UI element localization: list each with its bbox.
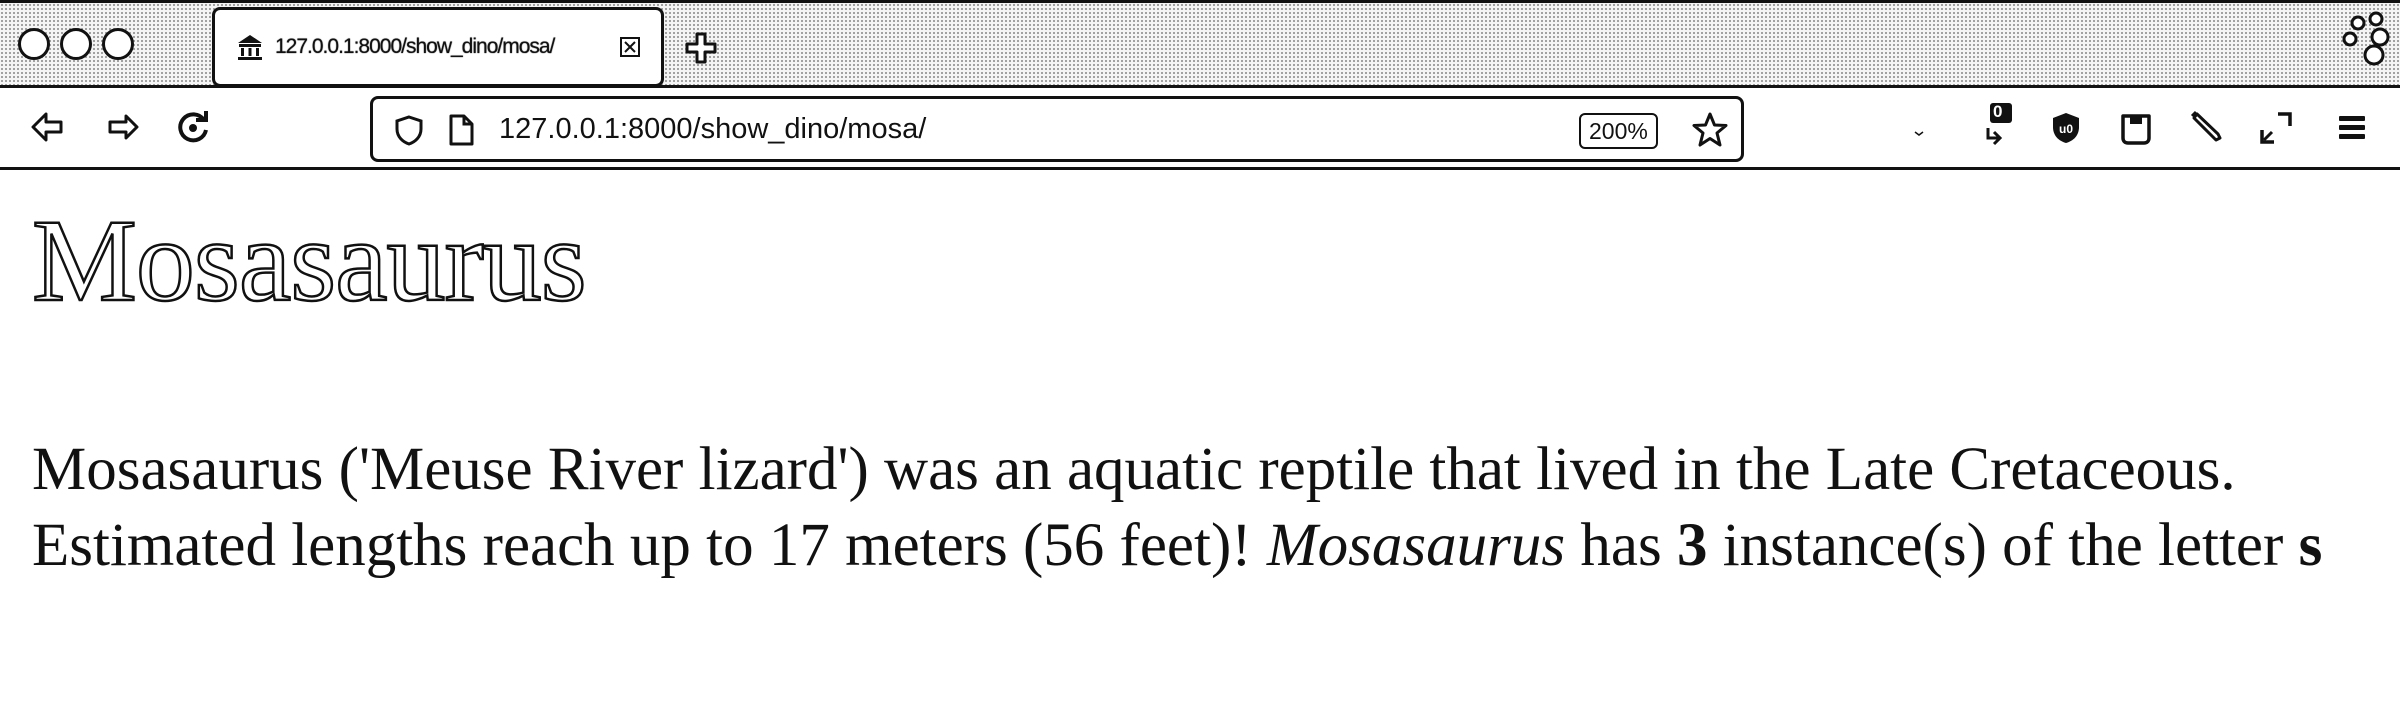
- active-tab[interactable]: 127.0.0.1:8000/show_dino/mosa/: [212, 7, 664, 87]
- fullscreen-icon[interactable]: [2258, 110, 2294, 146]
- extension-logo-icon[interactable]: [2340, 11, 2394, 67]
- menu-icon[interactable]: [2334, 110, 2370, 146]
- star-icon[interactable]: [1691, 111, 1729, 149]
- eyedropper-icon[interactable]: [2188, 110, 2224, 146]
- minimize-window-button[interactable]: [60, 28, 92, 60]
- ublock-icon[interactable]: u0: [2048, 110, 2084, 146]
- small-dot-icon: [1914, 131, 1924, 136]
- close-tab-icon[interactable]: [619, 36, 641, 58]
- tab-strip: 127.0.0.1:8000/show_dino/mosa/: [0, 0, 2400, 88]
- downloads-icon: [1986, 103, 2012, 146]
- letter-count: 3: [1676, 512, 1708, 579]
- window-controls: [18, 28, 134, 60]
- close-window-button[interactable]: [18, 28, 50, 60]
- museum-icon: [238, 35, 262, 60]
- dino-description: Mosasaurus ('Meuse River lizard') was an…: [32, 432, 2382, 584]
- instances-text: instance(s) of the letter: [1707, 512, 2299, 579]
- back-icon[interactable]: [28, 108, 66, 146]
- url-text[interactable]: 127.0.0.1:8000/show_dino/mosa/: [499, 113, 927, 145]
- tab-title: 127.0.0.1:8000/show_dino/mosa/: [275, 35, 555, 58]
- page-content: Mosasaurus Mosasaurus ('Meuse River liza…: [31, 194, 2382, 584]
- navigation-toolbar: 127.0.0.1:8000/show_dino/mosa/ 200% 0 u0: [0, 88, 2400, 170]
- dino-name-italic: Mosasaurus: [1266, 512, 1566, 579]
- new-tab-icon[interactable]: [684, 31, 718, 65]
- reload-icon[interactable]: [174, 108, 212, 146]
- svg-text:u0: u0: [2059, 122, 2073, 136]
- zoom-level-button[interactable]: 200%: [1579, 113, 1658, 149]
- forward-icon[interactable]: [104, 108, 142, 146]
- description-sentence: Mosasaurus ('Meuse River lizard') was an…: [32, 436, 2236, 579]
- maximize-window-button[interactable]: [102, 28, 134, 60]
- shield-icon[interactable]: [393, 114, 425, 146]
- counted-letter: s: [2298, 512, 2323, 579]
- address-bar[interactable]: 127.0.0.1:8000/show_dino/mosa/ 200%: [370, 96, 1744, 162]
- page-heading: Mosasaurus: [31, 194, 588, 327]
- pocket-icon[interactable]: [2118, 110, 2154, 146]
- has-text: has: [1565, 512, 1677, 579]
- download-badge: 0: [1993, 102, 2003, 121]
- page-icon[interactable]: [447, 113, 475, 147]
- downloads-button[interactable]: 0: [1980, 102, 2020, 146]
